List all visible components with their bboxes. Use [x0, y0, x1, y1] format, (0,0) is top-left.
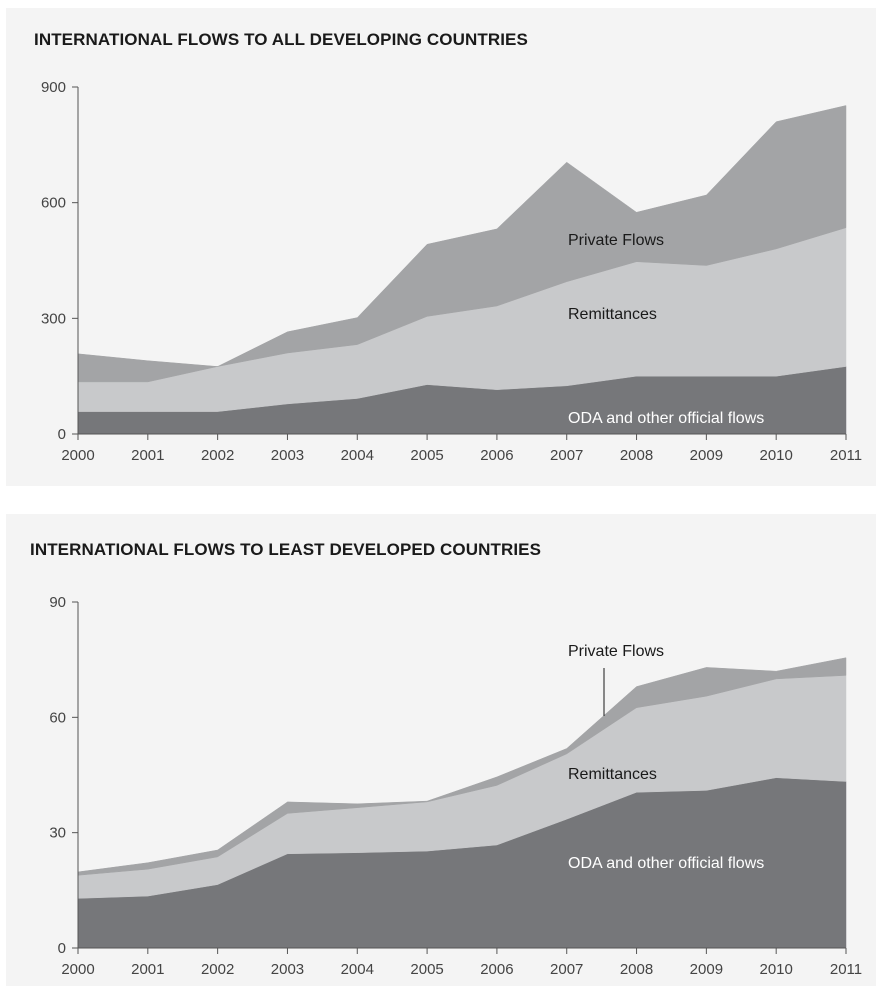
series-label-private-flows: Private Flows	[568, 643, 664, 660]
x-tick-label: 2004	[341, 447, 374, 464]
x-tick-label: 2006	[480, 961, 513, 978]
chart-title: INTERNATIONAL FLOWS TO ALL DEVELOPING CO…	[34, 30, 528, 49]
y-tick-label: 90	[49, 594, 66, 611]
x-tick-label: 2004	[341, 961, 374, 978]
x-tick-label: 2003	[271, 961, 304, 978]
chart-panel-all-developing: INTERNATIONAL FLOWS TO ALL DEVELOPING CO…	[6, 8, 876, 486]
y-tick-label: 60	[49, 709, 66, 726]
x-tick-label: 2011	[830, 447, 862, 464]
x-tick-label: 2010	[759, 961, 792, 978]
series-label-remittances: Remittances	[568, 766, 657, 783]
x-tick-label: 2007	[550, 961, 583, 978]
series-label-private-flows: Private Flows	[568, 232, 664, 249]
chart-plot: 0 30 60 90 2000 2001 2002 2003 2004 2005 2006 2007 2…	[49, 594, 862, 978]
area-private-flows	[77, 105, 847, 383]
area-private-flows	[77, 657, 847, 876]
x-tick-label: 2001	[131, 447, 164, 464]
x-tick-label: 2005	[410, 961, 443, 978]
x-tick-label: 2008	[620, 447, 653, 464]
y-tick-label: 0	[58, 940, 66, 957]
x-tick-label: 2000	[61, 961, 94, 978]
chart-plot: 0 300 600 900 2000 2001 2002 2003 2004 2005 2006 20…	[41, 79, 862, 464]
x-tick-label: 2008	[620, 961, 653, 978]
x-tick-label: 2003	[271, 447, 304, 464]
x-tick-label: 2002	[201, 961, 234, 978]
x-tick-label: 2001	[131, 961, 164, 978]
x-tick-label: 2009	[690, 447, 723, 464]
y-tick-label: 900	[41, 79, 66, 96]
y-tick-label: 30	[49, 825, 66, 842]
x-tick-label: 2006	[480, 447, 513, 464]
y-tick-label: 0	[58, 426, 66, 443]
chart-panel-least-developed: INTERNATIONAL FLOWS TO LEAST DEVELOPED C…	[6, 514, 876, 986]
y-tick-label: 300	[41, 310, 66, 327]
x-tick-label: 2002	[201, 447, 234, 464]
x-tick-label: 2005	[410, 447, 443, 464]
y-tick-label: 600	[41, 195, 66, 212]
x-tick-label: 2000	[61, 447, 94, 464]
x-tick-label: 2010	[759, 447, 792, 464]
series-label-remittances: Remittances	[568, 306, 657, 323]
chart-title: INTERNATIONAL FLOWS TO LEAST DEVELOPED C…	[30, 540, 542, 559]
x-tick-label: 2011	[830, 961, 862, 978]
x-tick-label: 2009	[690, 961, 723, 978]
series-label-oda-and-other-official-flows: ODA and other official flows	[568, 410, 764, 427]
x-tick-label: 2007	[550, 447, 583, 464]
series-label-oda-and-other-official-flows: ODA and other official flows	[568, 855, 764, 872]
